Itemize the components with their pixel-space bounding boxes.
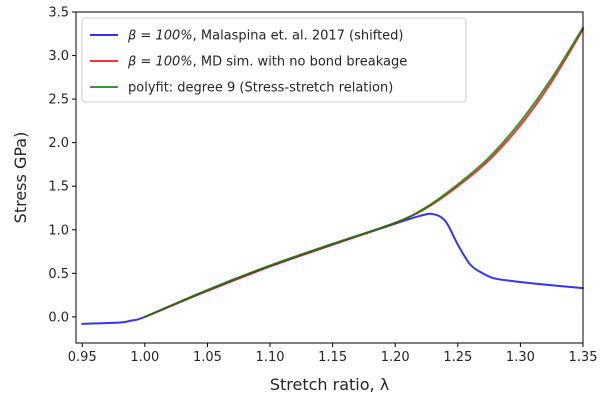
- x-tick-label: 1.05: [193, 350, 222, 365]
- legend-label-prefix: β = 100%: [127, 55, 193, 70]
- legend-label-rest: , MD sim. with no bond breakage: [193, 55, 408, 70]
- x-axis-ticks: 0.95 1.00 1.05 1.10 1.15 1.20 1.25 1.30 1.35: [68, 343, 598, 365]
- plot-frame: [75, 11, 584, 344]
- x-tick-label: 1.35: [569, 350, 598, 365]
- x-axis-label: Stretch ratio, λ: [270, 375, 389, 394]
- x-tick-label: 1.00: [130, 350, 159, 365]
- y-tick-label: 2.5: [48, 93, 69, 108]
- plot-lines: [81, 26, 584, 325]
- y-tick-label: 3.5: [48, 6, 69, 21]
- x-tick-label: 1.20: [381, 350, 410, 365]
- legend-items: β = 100%, Malaspina et. al. 2017 (shifte…: [90, 29, 407, 96]
- legend-label-2: polyfit: degree 9 (Stress-stretch relati…: [128, 81, 393, 96]
- legend: β = 100%, Malaspina et. al. 2017 (shifte…: [81, 17, 467, 103]
- legend-label-rest: , Malaspina et. al. 2017 (shifted): [193, 29, 404, 44]
- series-line-0: [81, 212, 584, 325]
- y-tick-label: 0.0: [48, 310, 69, 325]
- x-tick-label: 1.30: [506, 350, 535, 365]
- y-tick-label: 0.5: [48, 267, 69, 282]
- x-tick-label: 1.15: [318, 350, 347, 365]
- series-line-2: [143, 26, 584, 318]
- y-tick-label: 1.5: [48, 180, 69, 195]
- y-tick-label: 3.0: [48, 49, 69, 64]
- y-axis-ticks: 0.0 0.5 1.0 1.5 2.0 2.5 3.0 3.5: [48, 6, 76, 325]
- y-tick-label: 1.0: [48, 223, 69, 238]
- x-tick-label: 1.10: [256, 350, 285, 365]
- legend-label-1: β = 100%, MD sim. with no bond breakage: [127, 55, 407, 70]
- y-tick-label: 2.0: [48, 136, 69, 151]
- x-tick-label: 1.25: [443, 350, 472, 365]
- legend-label-rest: polyfit: degree 9 (Stress-stretch relati…: [128, 81, 393, 96]
- legend-label-prefix: β = 100%: [127, 29, 193, 44]
- y-axis-label: Stress GPa): [11, 132, 30, 224]
- legend-label-0: β = 100%, Malaspina et. al. 2017 (shifte…: [127, 29, 404, 44]
- x-tick-label: 0.95: [68, 350, 97, 365]
- legend-box: [81, 17, 467, 103]
